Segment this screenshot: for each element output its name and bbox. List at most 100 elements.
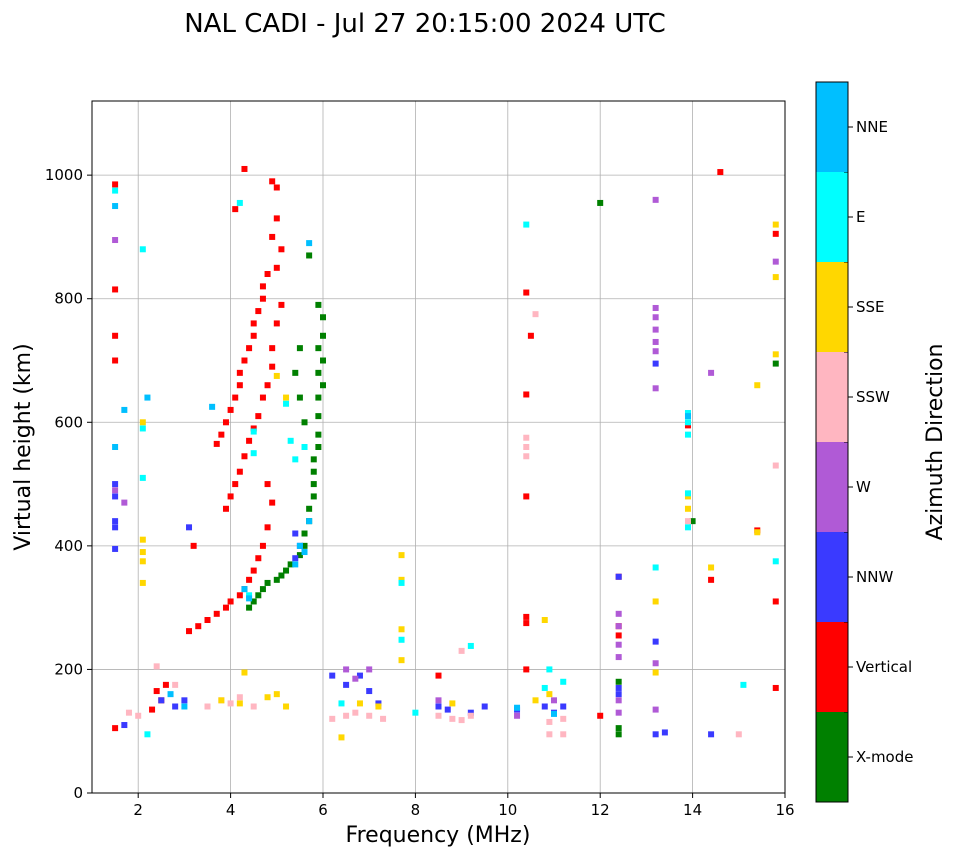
data-point xyxy=(689,518,696,525)
data-point xyxy=(241,586,248,593)
data-point xyxy=(514,704,521,711)
series-e xyxy=(112,187,779,738)
colorbar-label-item: NNE xyxy=(856,118,888,136)
data-point xyxy=(278,246,285,253)
data-point xyxy=(112,524,119,531)
data-point xyxy=(250,320,257,327)
data-point xyxy=(560,731,567,738)
data-point xyxy=(259,295,266,302)
data-point xyxy=(269,233,276,240)
data-point xyxy=(112,237,119,244)
data-point xyxy=(615,573,622,580)
data-point xyxy=(449,700,456,707)
data-point xyxy=(306,252,313,259)
data-point xyxy=(412,709,419,716)
data-point xyxy=(772,462,779,469)
data-point xyxy=(250,332,257,339)
data-point xyxy=(139,558,146,565)
data-point xyxy=(306,518,313,525)
series-vertical xyxy=(112,165,779,732)
data-point xyxy=(329,672,336,679)
data-point xyxy=(296,345,303,352)
data-point xyxy=(541,684,548,691)
data-point xyxy=(652,731,659,738)
data-point xyxy=(615,678,622,685)
series-nne xyxy=(112,203,691,717)
data-point xyxy=(172,703,179,710)
data-point xyxy=(158,697,165,704)
data-point xyxy=(218,431,225,438)
data-point xyxy=(139,419,146,426)
data-point xyxy=(615,610,622,617)
data-point xyxy=(121,722,128,729)
data-point xyxy=(181,703,188,710)
data-point xyxy=(236,592,243,599)
data-point xyxy=(218,697,225,704)
series-sse xyxy=(139,221,779,741)
data-point xyxy=(551,710,557,717)
colorbar-segment xyxy=(816,352,848,442)
data-point xyxy=(246,592,253,599)
colorbar-frame xyxy=(815,81,849,803)
data-point xyxy=(315,345,322,352)
data-point xyxy=(735,731,742,738)
data-point xyxy=(375,700,382,707)
data-point xyxy=(236,700,243,707)
data-point xyxy=(121,499,128,506)
data-point xyxy=(684,413,691,420)
data-point xyxy=(541,703,548,710)
data-point xyxy=(615,684,622,691)
data-point xyxy=(652,348,659,355)
x-axis-label: Frequency (MHz) xyxy=(346,823,531,848)
data-point xyxy=(315,301,322,308)
colorbar-label-item: W xyxy=(856,478,871,496)
data-point xyxy=(273,691,280,698)
data-point xyxy=(246,595,253,602)
data-point xyxy=(255,413,262,420)
data-point xyxy=(615,697,622,704)
data-point xyxy=(232,394,239,401)
data-point xyxy=(264,694,271,701)
data-point xyxy=(264,481,271,488)
data-point xyxy=(652,196,659,203)
data-point xyxy=(546,666,553,673)
series-ssw xyxy=(125,311,779,738)
colorbar-label-item: X-mode xyxy=(856,748,913,766)
data-point xyxy=(269,499,276,506)
data-point xyxy=(172,681,179,688)
data-point xyxy=(684,490,691,497)
data-point xyxy=(481,703,488,710)
data-point xyxy=(652,706,659,713)
data-point xyxy=(259,283,266,290)
y-tick-label: 400 xyxy=(54,537,83,555)
data-point xyxy=(708,576,715,583)
data-point xyxy=(283,400,290,407)
x-tick-label: 16 xyxy=(775,801,794,819)
azimuth-colorbar: X-mode Vertical NNW W SSW SSE E NNE xyxy=(816,81,913,802)
data-point xyxy=(652,638,659,645)
data-point xyxy=(772,558,779,565)
data-point xyxy=(292,369,299,376)
data-point xyxy=(458,647,465,654)
data-point xyxy=(366,688,373,695)
data-point xyxy=(435,672,442,679)
data-point xyxy=(320,332,326,339)
data-point xyxy=(241,165,248,172)
data-point xyxy=(162,681,169,688)
data-point xyxy=(772,598,779,605)
data-point xyxy=(301,444,308,450)
y-tick-label: 200 xyxy=(54,660,83,678)
data-point xyxy=(449,715,456,722)
data-point xyxy=(523,613,530,620)
x-tick-label: 8 xyxy=(411,801,421,819)
data-point xyxy=(153,663,160,670)
data-point xyxy=(246,604,253,611)
data-point xyxy=(186,628,193,635)
data-point xyxy=(684,410,691,417)
x-tick-label: 6 xyxy=(318,801,328,819)
data-point xyxy=(315,431,322,438)
data-point xyxy=(652,660,659,667)
data-point xyxy=(112,187,119,194)
data-point xyxy=(684,431,691,438)
series-w xyxy=(112,196,779,719)
